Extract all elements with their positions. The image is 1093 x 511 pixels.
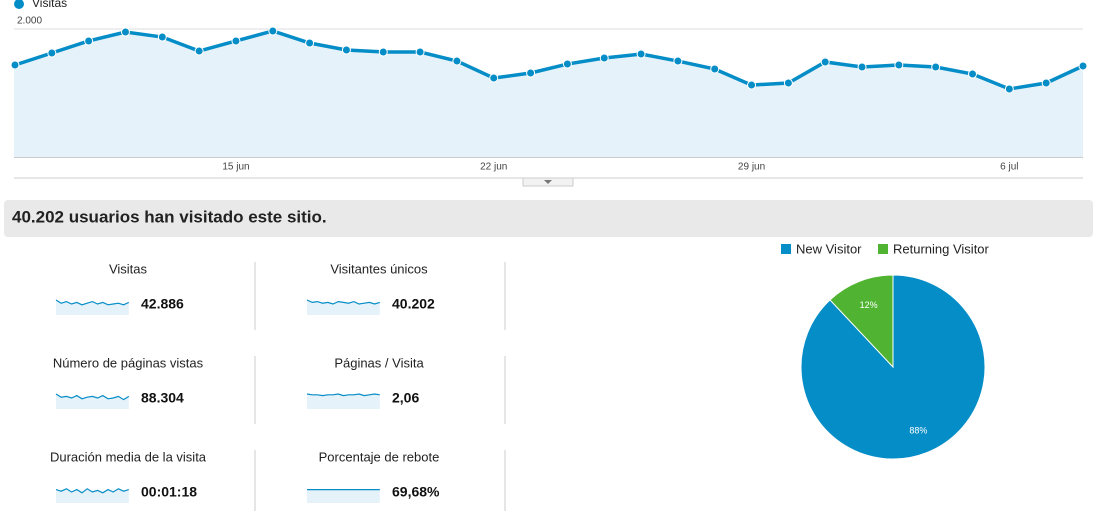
metric-label: Páginas / Visita xyxy=(334,355,424,370)
point xyxy=(599,53,609,63)
point xyxy=(378,47,388,57)
point xyxy=(157,32,167,42)
summary-title: 40.202 usuarios han visitado este sitio. xyxy=(12,207,327,226)
point xyxy=(268,26,278,36)
metric-value: 69,68% xyxy=(392,484,440,500)
point xyxy=(415,47,425,57)
point xyxy=(1004,84,1014,94)
point xyxy=(120,27,130,37)
point xyxy=(636,49,646,59)
x-tick-label: 22 jun xyxy=(480,162,507,173)
legend-label: Visitas xyxy=(32,0,67,10)
line xyxy=(14,29,1084,91)
sparkline xyxy=(55,393,130,401)
x-tick-label: 15 jun xyxy=(222,162,249,173)
point xyxy=(1078,61,1088,71)
pie-label: 88% xyxy=(909,426,927,436)
point xyxy=(747,80,757,90)
point xyxy=(931,62,941,72)
point xyxy=(231,36,241,46)
x-tick-label: 29 jun xyxy=(738,162,765,173)
sparkline xyxy=(55,488,129,494)
point xyxy=(710,64,720,74)
point xyxy=(84,36,94,46)
point xyxy=(857,62,867,72)
sparkline-area xyxy=(307,489,380,503)
point xyxy=(10,60,20,70)
metric-label: Número de páginas vistas xyxy=(53,355,204,370)
point xyxy=(562,59,572,69)
point xyxy=(526,68,536,78)
point xyxy=(452,56,462,66)
area xyxy=(14,30,1083,158)
metric-label: Duración media de la visita xyxy=(50,449,207,464)
point xyxy=(894,60,904,70)
summary-bar xyxy=(4,200,1093,237)
point xyxy=(305,38,315,48)
metric-value: 00:01:18 xyxy=(141,484,197,500)
point xyxy=(341,45,351,55)
point xyxy=(47,48,57,58)
metric-value: 88.304 xyxy=(141,390,184,406)
point xyxy=(968,69,978,79)
point xyxy=(194,46,204,56)
metric-label: Visitas xyxy=(109,261,148,276)
toggle-arrow xyxy=(544,180,552,184)
metric-value: 40.202 xyxy=(392,296,435,312)
point xyxy=(673,56,683,66)
x-tick-label: 6 jul xyxy=(1000,162,1018,173)
sparkline xyxy=(306,393,380,397)
sparkline-area xyxy=(307,394,380,409)
point xyxy=(820,57,830,67)
legend-label: New Visitor xyxy=(796,241,862,256)
point xyxy=(489,73,499,83)
legend-swatch xyxy=(781,244,791,254)
sparkline-area xyxy=(56,394,129,409)
legend-label: Returning Visitor xyxy=(893,241,990,256)
legend-swatch xyxy=(14,0,24,9)
point xyxy=(783,78,793,88)
metric-value: 2,06 xyxy=(392,390,419,406)
sparkline-area xyxy=(56,488,129,503)
y-tick-label: 2.000 xyxy=(17,16,42,27)
pie-label: 12% xyxy=(860,300,878,310)
pie-slice xyxy=(829,274,894,369)
metric-label: Visitantes únicos xyxy=(330,261,428,276)
sparkline xyxy=(55,299,130,306)
metric-value: 42.886 xyxy=(141,296,184,312)
legend-swatch xyxy=(878,244,888,254)
sparkline xyxy=(306,299,380,305)
point xyxy=(1041,78,1051,88)
metric-label: Porcentaje de rebote xyxy=(319,449,440,464)
